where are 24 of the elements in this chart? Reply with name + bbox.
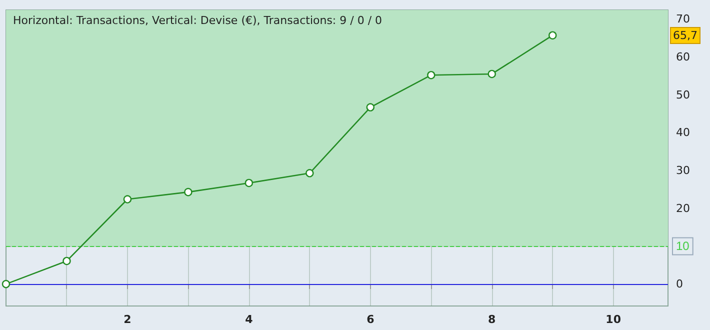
point <box>548 31 557 40</box>
point <box>427 71 436 80</box>
x-tick-label: 2 <box>124 313 132 326</box>
x-tick-label: 8 <box>488 313 496 326</box>
y-tick-label: 40 <box>676 126 690 140</box>
point <box>184 188 192 196</box>
point <box>488 70 496 78</box>
point <box>244 178 254 188</box>
y-tick-label: 0 <box>676 278 683 291</box>
x-tick-label: 4 <box>245 313 254 326</box>
x-tick-label: 10 <box>606 313 622 326</box>
point <box>62 256 71 266</box>
y-tick-label: 20 <box>676 202 690 215</box>
y-tick-label: 30 <box>676 164 690 177</box>
chart-title: Horizontal: Transactions, Vertical: Devise (€), Transactions: 9 / 0 / 0 <box>13 14 382 27</box>
y-tick-label: 70 <box>676 12 690 26</box>
point <box>123 195 132 204</box>
point <box>2 280 10 288</box>
text: 65,7 <box>673 29 698 42</box>
x-tick-label: 6 <box>366 313 375 326</box>
y-tick-label: 50 <box>676 88 690 102</box>
point <box>366 103 375 112</box>
y-tick-label: 60 <box>676 50 690 64</box>
point <box>306 169 314 178</box>
